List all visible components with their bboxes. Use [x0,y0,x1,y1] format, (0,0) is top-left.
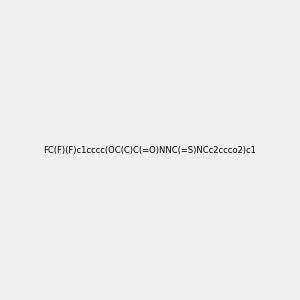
Text: FC(F)(F)c1cccc(OC(C)C(=O)NNC(=S)NCc2ccco2)c1: FC(F)(F)c1cccc(OC(C)C(=O)NNC(=S)NCc2ccco… [44,146,256,154]
